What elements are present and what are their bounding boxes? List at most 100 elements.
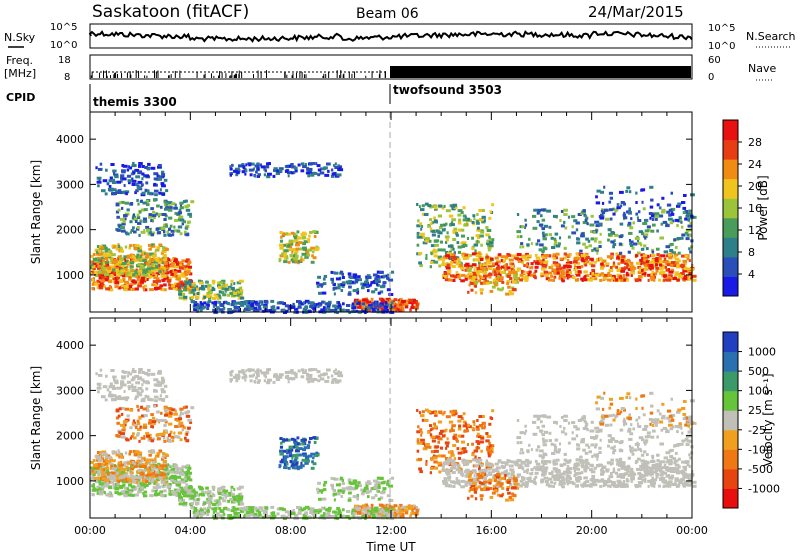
power-cell <box>650 214 655 218</box>
power-cell <box>137 263 142 266</box>
velocity-cell <box>341 487 346 491</box>
power-cell <box>304 253 309 257</box>
power-cell <box>292 254 296 258</box>
power-cell <box>420 232 425 236</box>
power-cell <box>133 247 138 251</box>
power-cell <box>143 208 148 212</box>
velocity-cell <box>100 489 105 493</box>
velocity-cell <box>121 376 126 380</box>
power-cell <box>123 268 128 272</box>
power-cell <box>131 164 137 168</box>
power-cell <box>301 252 307 256</box>
power-cell <box>466 274 469 278</box>
velocity-cell <box>304 369 307 372</box>
power-cell <box>661 265 666 269</box>
power-cell <box>151 214 157 218</box>
power-cell <box>180 272 186 276</box>
power-cell <box>150 231 156 235</box>
power-cell <box>545 260 549 264</box>
velocity-cell <box>394 509 399 513</box>
power-cell <box>500 270 505 274</box>
velocity-cell <box>337 374 341 377</box>
power-cell <box>654 215 659 219</box>
power-cell <box>172 269 177 272</box>
power-cell <box>163 283 167 287</box>
power-cell <box>432 248 436 252</box>
velocity-cell <box>101 395 106 399</box>
velocity-cell <box>150 437 156 441</box>
power-cell <box>131 255 135 259</box>
power-cell <box>113 273 117 277</box>
power-cell <box>635 201 638 204</box>
power-cell <box>322 282 327 286</box>
velocity-cell <box>266 381 271 385</box>
power-cell <box>495 260 501 264</box>
velocity-cell <box>165 412 170 416</box>
velocity-cell <box>135 395 139 399</box>
power-cell <box>442 223 447 227</box>
velocity-cell <box>238 370 242 374</box>
power-cell <box>464 216 467 220</box>
power-cell <box>457 250 462 254</box>
velocity-cell <box>138 416 142 420</box>
power-cell <box>619 255 623 258</box>
power-cell <box>282 302 286 306</box>
power-cell <box>479 218 483 222</box>
power-cell <box>207 300 212 303</box>
velocity-cell <box>168 492 173 496</box>
power-cell <box>161 278 166 282</box>
velocity-cell <box>96 386 102 390</box>
power-cell <box>255 170 258 174</box>
power-cell <box>145 225 150 229</box>
power-cell <box>457 245 463 249</box>
power-cell <box>563 246 567 250</box>
power-cell <box>497 275 501 279</box>
power-cell <box>218 296 222 300</box>
power-cell <box>221 291 225 295</box>
power-cell <box>171 202 176 206</box>
power-cell <box>488 216 492 220</box>
power-cell <box>115 262 120 266</box>
velocity-cell <box>356 509 360 513</box>
power-cell <box>483 219 486 223</box>
power-cell <box>516 230 522 234</box>
velocity-cell <box>376 488 379 492</box>
velocity-cell <box>367 495 370 499</box>
power-cell <box>476 271 479 275</box>
velocity-cell <box>133 423 139 427</box>
power-cell <box>528 237 531 241</box>
velocity-cell <box>139 461 142 465</box>
power-cell <box>659 214 664 218</box>
power-cell <box>331 281 335 284</box>
power-cell <box>129 230 132 234</box>
power-cell <box>607 233 612 237</box>
power-cell <box>465 256 470 260</box>
velocity-cell <box>91 469 94 473</box>
power-cell <box>159 267 164 271</box>
velocity-cell <box>98 384 101 388</box>
power-cell <box>555 271 560 275</box>
power-cell <box>376 308 379 312</box>
power-cell <box>203 295 207 299</box>
power-cell <box>468 283 471 287</box>
power-cell <box>298 241 303 245</box>
velocity-cell <box>227 499 231 503</box>
velocity-cell <box>186 491 189 494</box>
power-cell <box>92 267 96 271</box>
velocity-cell <box>126 487 129 491</box>
velocity-cell <box>158 449 162 453</box>
power-cell <box>628 239 631 242</box>
power-cell <box>468 254 471 258</box>
power-cell <box>512 271 518 275</box>
power-cell <box>253 306 258 310</box>
velocity-cell <box>92 459 96 462</box>
colorbar-tick-label: 4 <box>748 268 755 281</box>
power-cell <box>387 298 391 302</box>
velocity-cell <box>316 487 320 491</box>
velocity-cell <box>129 408 134 412</box>
power-cell <box>594 248 599 252</box>
power-cell <box>155 273 158 277</box>
power-cell <box>595 224 600 228</box>
power-cell <box>642 222 648 225</box>
power-cell <box>603 208 609 212</box>
